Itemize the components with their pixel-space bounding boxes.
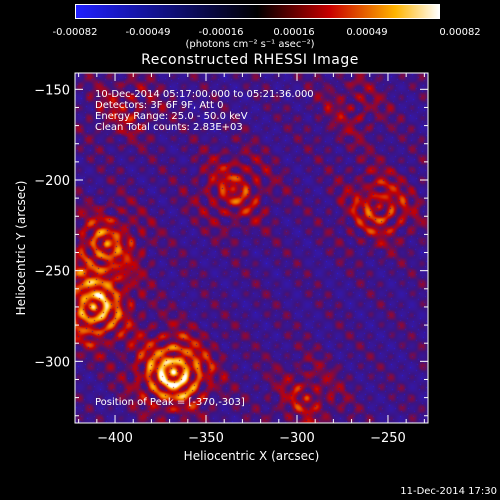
colorbar-tick-label: 0.00049 xyxy=(346,27,388,38)
x-tick-label: −250 xyxy=(370,431,406,446)
colorbar-tick-label: 0.00082 xyxy=(439,27,481,38)
info-energy: Energy Range: 25.0 - 50.0 keV xyxy=(95,111,248,122)
y-tick-label: −200 xyxy=(34,174,70,189)
y-axis-label: Heliocentric Y (arcsec) xyxy=(14,181,28,316)
x-tick-label: −400 xyxy=(97,431,133,446)
y-tick-label: −150 xyxy=(34,83,70,98)
y-tick-label: −300 xyxy=(34,355,70,370)
x-axis-label: Heliocentric X (arcsec) xyxy=(184,449,320,463)
info-time: 10-Dec-2014 05:17:00.000 to 05:21:36.000 xyxy=(95,89,314,100)
x-tick-label: −350 xyxy=(188,431,224,446)
colorbar-units: (photons cm⁻² s⁻¹ asec⁻²) xyxy=(185,39,315,50)
colorbar-tick-label: 0.00016 xyxy=(273,27,315,38)
info-detectors: Detectors: 3F 6F 9F, Att 0 xyxy=(95,100,224,111)
plot-frame xyxy=(74,72,429,424)
chart-title: Reconstructed RHESSI Image xyxy=(141,52,359,68)
y-tick-label: −250 xyxy=(34,265,70,280)
x-tick-label: −300 xyxy=(279,431,315,446)
peak-position-label: Position of Peak = [-370,-303] xyxy=(95,397,245,408)
colorbar xyxy=(75,4,440,19)
colorbar-tick-label: -0.00049 xyxy=(125,27,171,38)
colorbar-tick-label: -0.00082 xyxy=(52,27,98,38)
heatmap-image xyxy=(75,73,428,423)
footer-timestamp: 11-Dec-2014 17:30 xyxy=(400,486,497,497)
colorbar-tick-label: -0.00016 xyxy=(198,27,244,38)
axis-group: −400 −350 −300 −250 −150 −200 −250 −300 Heliocen… xyxy=(14,72,429,463)
info-clean: Clean Total counts: 2.83E+03 xyxy=(95,122,243,133)
